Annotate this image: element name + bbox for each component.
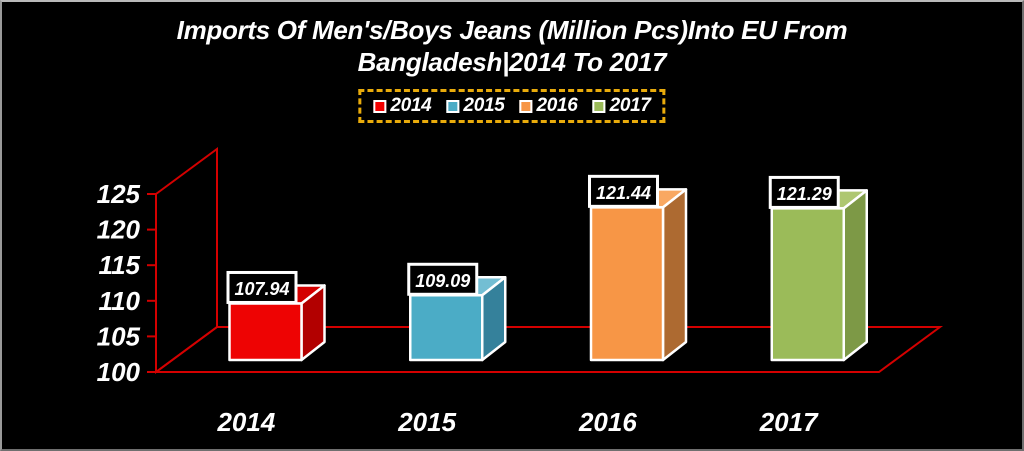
chart-title-line2: Bangladesh|2014 To 2017 [357, 47, 667, 77]
chart-title-line1: Imports Of Men's/Boys Jeans (Million Pcs… [176, 15, 848, 45]
y-tick-label: 125 [97, 179, 141, 209]
y-tick-label: 115 [99, 250, 141, 280]
bar-side-face [661, 188, 688, 362]
legend-label-2016: 2016 [536, 95, 578, 116]
x-axis-labels: 2014 2015 2016 2017 [216, 407, 819, 437]
legend-item-2014: 2014 [373, 95, 432, 117]
value-label-text: 121.29 [777, 184, 832, 204]
value-label-2015: 109.09 [407, 262, 479, 296]
value-label-box [588, 174, 659, 208]
legend-item-2015: 2015 [446, 95, 505, 117]
legend-swatch-2014 [373, 99, 387, 113]
legend-swatch-2016 [519, 99, 533, 113]
floor [152, 326, 944, 373]
legend-label-2015: 2015 [463, 95, 505, 116]
value-label-text: 121.44 [596, 183, 651, 203]
legend-swatch-2015 [446, 99, 460, 113]
legend-label-2017: 2017 [609, 95, 651, 116]
plot-frame [147, 147, 944, 374]
bar-front-face [228, 302, 303, 362]
x-tick-label: 2015 [397, 407, 456, 437]
value-label-text: 109.09 [415, 271, 470, 291]
y-axis-labels: 100 105 110 115 120 125 [97, 179, 141, 387]
value-label-2014: 107.94 [226, 270, 298, 304]
value-label-2016: 121.44 [588, 174, 659, 208]
y-tick-label: 120 [97, 215, 141, 245]
y-tick-label: 105 [97, 321, 141, 351]
y-tick-label: 100 [97, 357, 141, 387]
left-wall [155, 147, 218, 374]
bar-front-face [409, 294, 484, 362]
value-label-box [768, 175, 840, 209]
x-tick-label: 2014 [216, 407, 275, 437]
legend-swatch-2017 [592, 99, 606, 113]
y-tick-label: 110 [99, 286, 141, 316]
bar-front-face [770, 207, 845, 362]
legend-item-2016: 2016 [519, 95, 578, 117]
chart-title: Imports Of Men's/Boys Jeans (Million Pcs… [2, 14, 1022, 78]
bar-2017 [770, 189, 868, 362]
value-label-2017: 121.29 [768, 175, 840, 209]
value-label-box [407, 262, 479, 296]
bar-2016 [589, 188, 688, 362]
bar-side-face [842, 189, 868, 362]
bar-front-face [589, 206, 665, 362]
x-tick-label: 2016 [578, 407, 637, 437]
legend-label-2014: 2014 [390, 95, 432, 116]
value-label-box [226, 270, 298, 304]
legend-item-2017: 2017 [592, 95, 651, 117]
x-tick-label: 2017 [759, 407, 819, 437]
value-label-text: 107.94 [234, 279, 289, 299]
legend: 2014 2015 2016 2017 [358, 89, 666, 123]
